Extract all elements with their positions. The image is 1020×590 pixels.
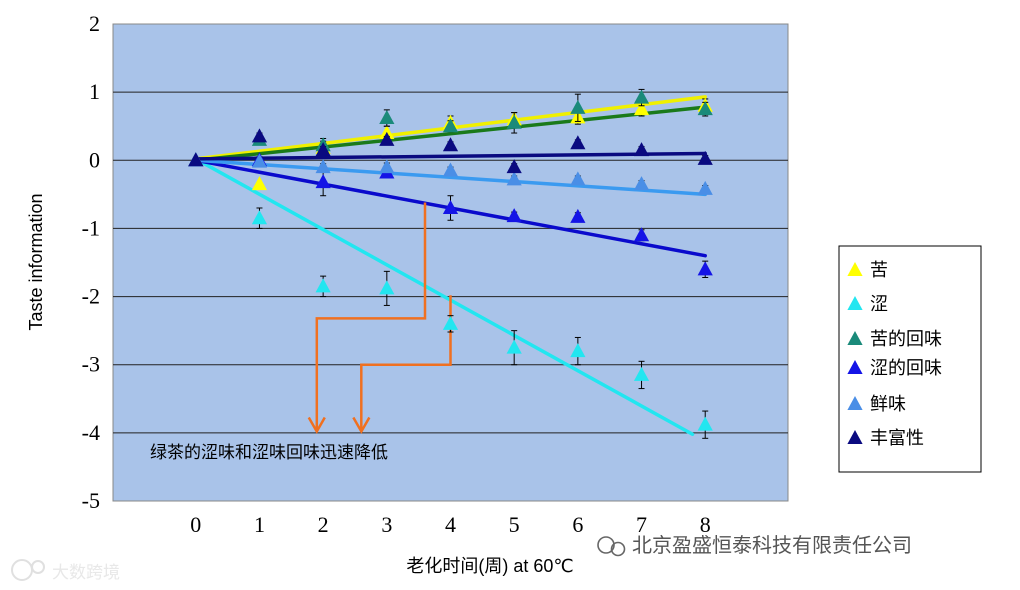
trend-line xyxy=(194,157,695,436)
x-tick-label: 1 xyxy=(254,512,265,537)
legend-label: 涩的回味 xyxy=(870,358,942,379)
source-watermark: 大数跨境 xyxy=(52,563,120,583)
data-point xyxy=(379,280,395,295)
data-point xyxy=(697,180,713,195)
data-point xyxy=(315,174,331,189)
legend-marker xyxy=(847,430,863,444)
data-point xyxy=(379,110,395,125)
arrow-path xyxy=(315,202,427,432)
data-point xyxy=(633,176,650,191)
legend-label: 鲜味 xyxy=(870,394,906,415)
legend-marker xyxy=(847,360,863,374)
data-point xyxy=(570,208,586,223)
y-tick-label: -5 xyxy=(82,488,100,513)
x-tick-label: 2 xyxy=(318,512,329,537)
data-point xyxy=(251,176,268,191)
y-tick-label: -3 xyxy=(82,352,100,377)
data-point xyxy=(442,137,459,152)
trend-line xyxy=(194,158,707,197)
annotation-text: 绿茶的涩味和涩味回味迅速降低 xyxy=(150,443,388,463)
data-point xyxy=(570,135,586,150)
x-tick-label: 5 xyxy=(509,512,520,537)
plot-area xyxy=(112,23,789,502)
data-point xyxy=(570,343,586,358)
data-point xyxy=(379,131,395,146)
y-tick-label: 0 xyxy=(89,147,100,172)
data-point xyxy=(697,416,713,431)
data-point xyxy=(442,162,459,177)
data-point xyxy=(633,89,650,104)
data-point xyxy=(442,199,459,214)
x-tick-label: 3 xyxy=(381,512,392,537)
trend-line xyxy=(194,105,707,163)
company-watermark: 北京盈盛恒泰科技有限责任公司 xyxy=(632,533,912,557)
data-point xyxy=(379,159,395,174)
legend-label: 涩 xyxy=(870,294,888,315)
arrow-head xyxy=(307,416,326,435)
legend-label: 苦 xyxy=(870,260,888,281)
data-point xyxy=(506,171,522,186)
x-tick-label: 6 xyxy=(572,512,583,537)
wechat-icon xyxy=(597,536,626,557)
trend-line xyxy=(194,151,707,161)
data-point xyxy=(442,118,459,133)
x-tick-labels: 0 1 2 3 4 5 6 7 8 xyxy=(190,512,710,537)
data-point xyxy=(442,315,459,330)
legend-marker xyxy=(847,396,863,410)
data-point xyxy=(315,278,331,293)
data-point xyxy=(697,150,713,165)
data-point xyxy=(315,159,331,174)
data-point xyxy=(251,210,268,225)
y-axis-label: Taste information xyxy=(26,193,46,330)
data-point xyxy=(251,128,268,143)
legend-marker xyxy=(847,262,863,276)
data-point xyxy=(570,99,586,114)
x-tick-label: 7 xyxy=(636,512,647,537)
data-point xyxy=(633,101,650,116)
x-axis-label: 老化时间(周) at 60℃ xyxy=(406,556,573,576)
y-tick-label: -2 xyxy=(82,284,100,309)
data-point xyxy=(570,171,586,186)
x-tick-label: 4 xyxy=(445,512,456,537)
legend-label: 丰富性 xyxy=(870,428,924,449)
y-tick-label: -4 xyxy=(82,420,100,445)
legend-marker xyxy=(847,331,863,345)
data-point xyxy=(315,142,331,157)
arrow-head xyxy=(352,416,371,435)
x-tick-label: 0 xyxy=(190,512,201,537)
source-logo-icon xyxy=(11,559,45,581)
data-point xyxy=(506,114,522,129)
data-point xyxy=(633,142,650,157)
x-tick-label: 8 xyxy=(700,512,711,537)
data-point xyxy=(697,101,713,116)
legend-marker xyxy=(847,296,863,310)
y-tick-label: 1 xyxy=(89,79,100,104)
data-point xyxy=(697,261,713,276)
data-point xyxy=(506,208,522,223)
data-point xyxy=(188,152,204,167)
y-tick-label: 2 xyxy=(89,11,100,36)
y-tick-labels: 2 1 0 -1 -2 -3 -4 -5 xyxy=(82,11,100,513)
legend-box xyxy=(838,245,982,473)
y-tick-label: -1 xyxy=(82,215,100,240)
data-point xyxy=(251,153,268,168)
legend-label: 苦的回味 xyxy=(870,329,942,350)
data-points xyxy=(188,88,713,439)
data-point xyxy=(506,339,522,354)
data-point xyxy=(633,227,650,242)
data-point xyxy=(633,366,650,381)
data-point xyxy=(506,159,522,174)
